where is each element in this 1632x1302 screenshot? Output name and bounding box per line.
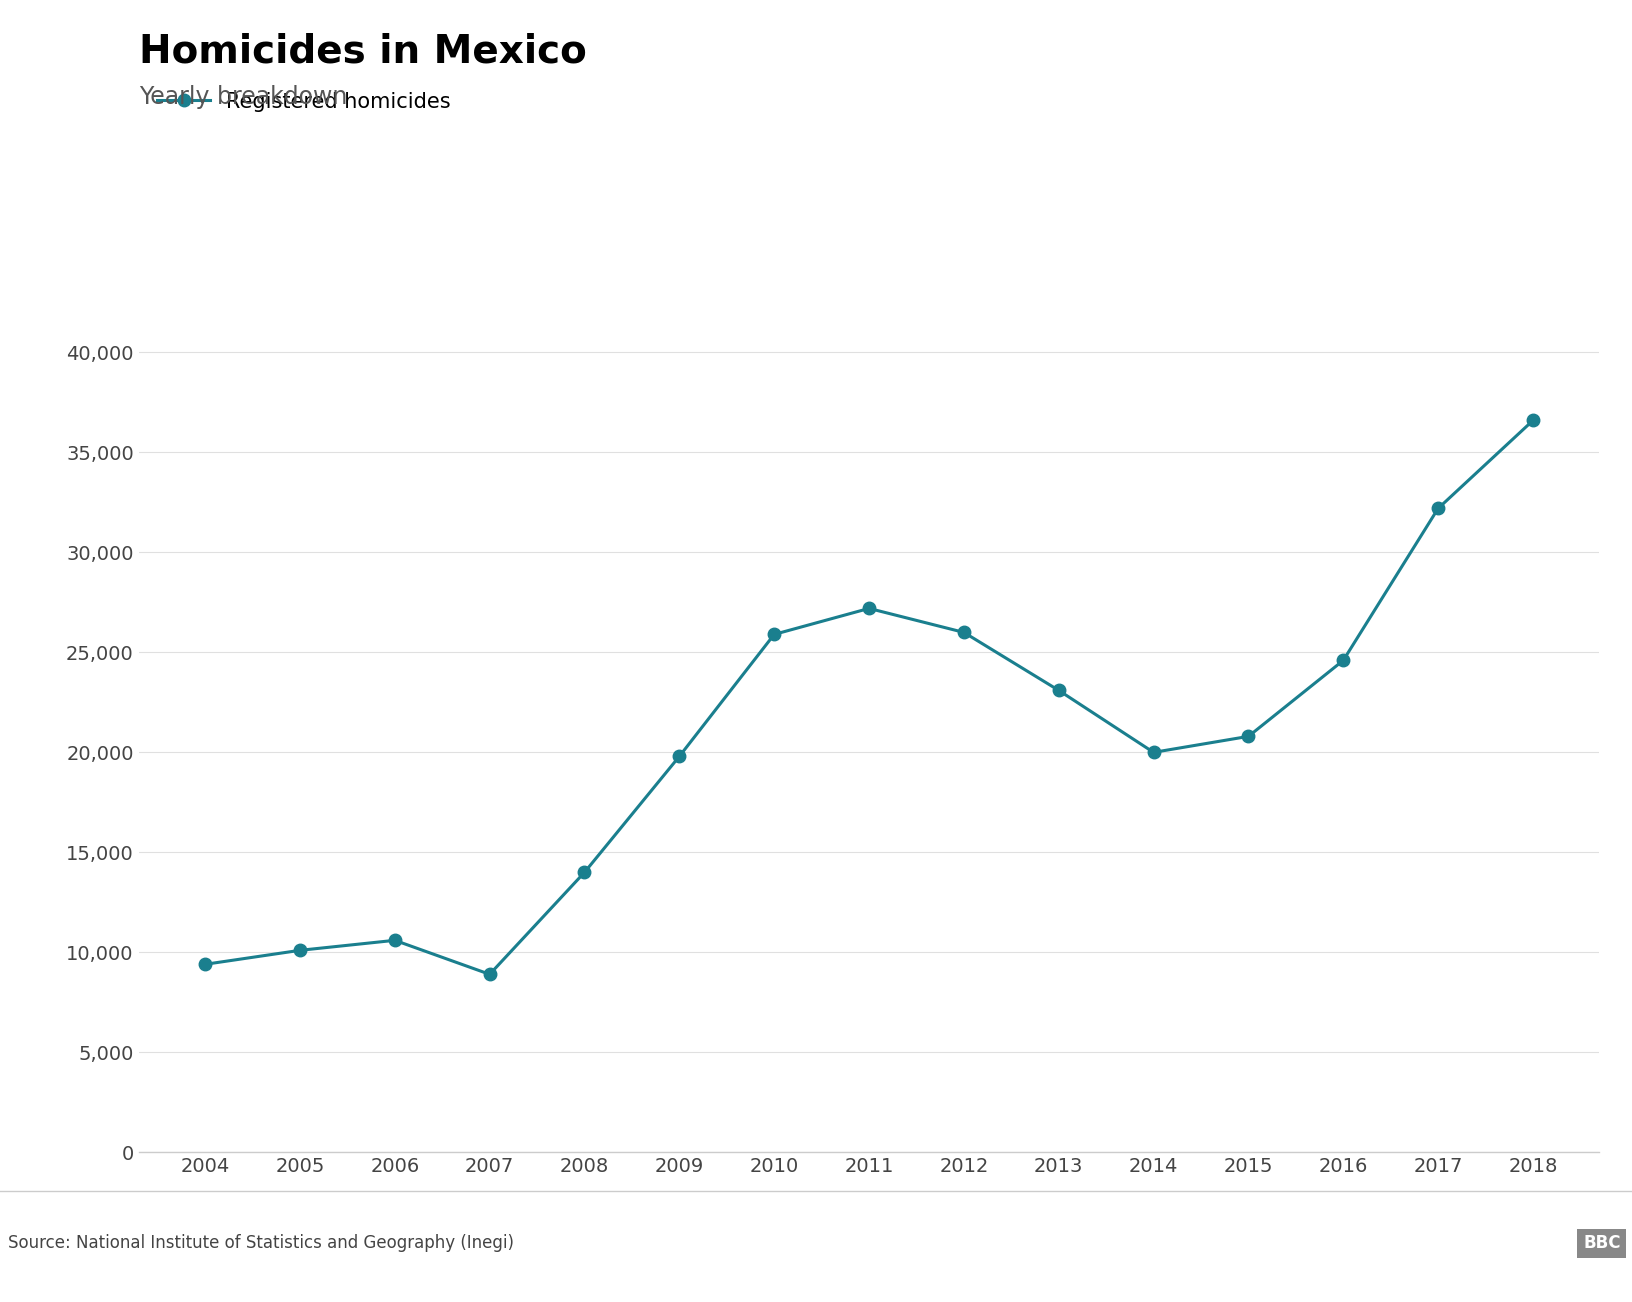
Legend: Registered homicides: Registered homicides bbox=[149, 83, 459, 121]
Text: BBC: BBC bbox=[1583, 1234, 1621, 1253]
Text: Yearly breakdown: Yearly breakdown bbox=[139, 85, 348, 108]
Text: Homicides in Mexico: Homicides in Mexico bbox=[139, 33, 586, 70]
Text: Source: National Institute of Statistics and Geography (Inegi): Source: National Institute of Statistics… bbox=[8, 1234, 514, 1253]
